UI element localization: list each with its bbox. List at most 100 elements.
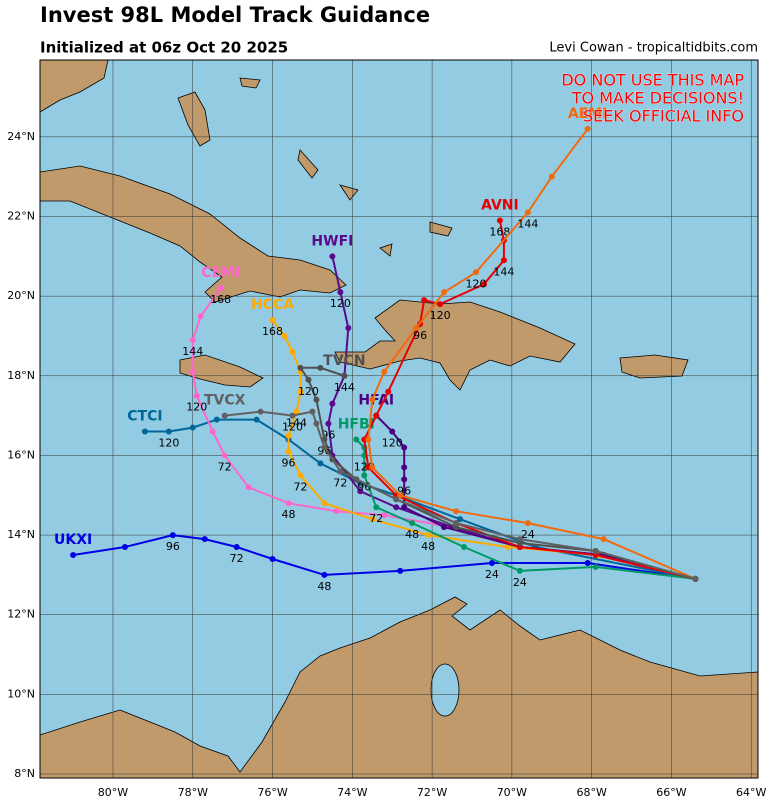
track-point — [373, 412, 380, 419]
track-point — [401, 444, 408, 451]
warning-line: TO MAKE DECISIONS! — [571, 89, 744, 108]
track-point — [257, 408, 264, 415]
track-point — [381, 368, 388, 375]
track-name: CTCI — [127, 409, 162, 425]
track-point — [193, 392, 200, 399]
track-point — [245, 484, 252, 491]
track-point — [325, 420, 332, 427]
hour-label: 168 — [210, 293, 231, 306]
track-point — [70, 551, 77, 558]
track-name: TVCX — [204, 393, 246, 409]
track-point — [321, 571, 328, 578]
hour-label: 144 — [286, 417, 307, 430]
hour-label: 72 — [369, 512, 383, 525]
track-point — [189, 424, 196, 431]
track-name: UKXI — [54, 532, 92, 548]
track-point — [297, 472, 304, 479]
tracks: 24487296UKXI120CTCI4872120144168CEMI4872… — [54, 106, 699, 593]
track-point — [321, 500, 328, 507]
track-point — [217, 285, 224, 292]
track-point — [548, 173, 555, 180]
warning-line: DO NOT USE THIS MAP — [561, 71, 744, 90]
lake-maracaibo — [430, 663, 460, 717]
track-point — [341, 372, 348, 379]
x-tick-label: 72°W — [417, 786, 447, 799]
track-point — [269, 317, 276, 324]
x-tick-label: 78°W — [178, 786, 208, 799]
track-name: HWFI — [311, 233, 353, 249]
track-point — [169, 532, 176, 539]
track-point — [329, 400, 336, 407]
track-name: HCCA — [251, 297, 294, 313]
track-point — [504, 544, 511, 551]
track-point — [121, 544, 128, 551]
track-point — [297, 388, 304, 395]
subtitle: Initialized at 06z Oct 20 2025 — [40, 39, 288, 57]
track-point — [289, 348, 296, 355]
hour-label: 120 — [465, 277, 486, 290]
track-point — [592, 563, 599, 570]
track-point — [357, 488, 364, 495]
track-point — [197, 313, 204, 320]
hour-label: 24 — [521, 528, 535, 541]
hour-label: 120 — [298, 385, 319, 398]
track-point — [209, 428, 216, 435]
hour-label: 48 — [405, 528, 419, 541]
track-point — [337, 468, 344, 475]
track-point — [389, 428, 396, 435]
track-point — [457, 516, 464, 523]
hour-label: 24 — [513, 576, 527, 589]
track-point — [480, 281, 487, 288]
track-point — [584, 559, 591, 566]
track-point — [309, 408, 316, 415]
track-point — [401, 464, 408, 471]
hour-label: 144 — [493, 265, 514, 278]
track-point — [345, 325, 352, 332]
x-tick-label: 74°W — [337, 786, 367, 799]
hour-label: 120 — [282, 421, 303, 434]
track-name: TVCN — [323, 353, 365, 369]
y-tick-label: 8°N — [14, 767, 35, 780]
hour-label: 144 — [182, 345, 203, 358]
track-point — [409, 520, 416, 527]
hour-label: 96 — [282, 456, 296, 469]
track-point — [425, 532, 432, 539]
track-point — [189, 336, 196, 343]
x-tick-label: 70°W — [497, 786, 527, 799]
track-point — [369, 464, 376, 471]
hour-label: 120 — [330, 297, 351, 310]
hour-label: 168 — [262, 325, 283, 338]
track-name: AVNI — [481, 197, 519, 213]
track-point — [472, 269, 479, 276]
hour-label: 72 — [230, 552, 244, 565]
track-name: HFBI — [338, 417, 375, 433]
track-point — [524, 209, 531, 216]
track-point — [584, 125, 591, 132]
hour-label: 72 — [333, 476, 347, 489]
track-point — [369, 516, 376, 523]
track-point — [413, 325, 420, 332]
hour-label: 120 — [186, 401, 207, 414]
track-point — [233, 544, 240, 551]
track-point — [516, 567, 523, 574]
track-point — [453, 508, 460, 515]
x-tick-label: 66°W — [656, 786, 686, 799]
puerto-rico — [619, 354, 689, 379]
y-tick-label: 22°N — [7, 210, 35, 223]
track-point — [297, 364, 304, 371]
track-point — [337, 289, 344, 296]
track-point — [281, 332, 288, 339]
track-point — [496, 217, 503, 224]
track-point — [293, 408, 300, 415]
track-point — [365, 436, 372, 443]
track-point — [393, 504, 400, 511]
track-point — [488, 559, 495, 566]
track-name: CEMI — [201, 265, 240, 281]
track-line — [144, 418, 696, 580]
track-point — [401, 476, 408, 483]
track-line — [355, 438, 696, 580]
track-point — [373, 504, 380, 511]
track-point — [524, 520, 531, 527]
track-point — [361, 472, 368, 479]
track-point — [269, 555, 276, 562]
